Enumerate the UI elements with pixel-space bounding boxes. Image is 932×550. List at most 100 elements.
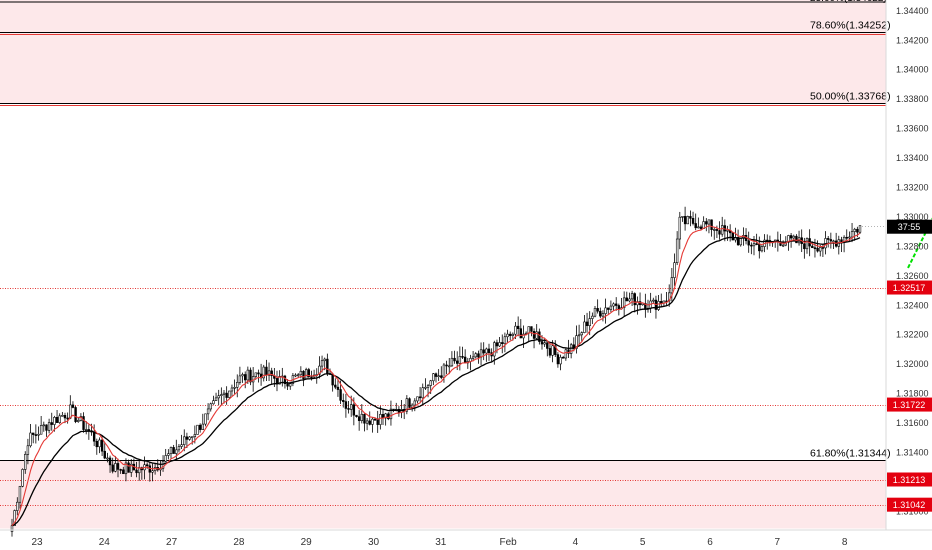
candle-body xyxy=(543,342,546,345)
candle-body xyxy=(228,390,231,398)
candle-body xyxy=(715,229,719,231)
y-tick-label: 1.32800 xyxy=(896,241,929,251)
candle-body xyxy=(21,469,24,487)
candle-body xyxy=(114,463,117,472)
x-tick-label: 31 xyxy=(435,537,447,548)
candle-body xyxy=(66,417,69,420)
candle-body xyxy=(614,303,618,306)
candle-body xyxy=(755,243,758,245)
x-axis[interactable]: 23 24 27 28 29 30 31 Feb 4 5 6 7 8 xyxy=(31,537,847,548)
candle-body xyxy=(177,446,181,451)
x-tick-label: 8 xyxy=(842,537,848,548)
candle-body xyxy=(265,366,268,376)
y-tick-label: 1.32200 xyxy=(896,330,929,340)
candle-body xyxy=(760,246,764,252)
candle-body xyxy=(591,315,594,319)
candle-body xyxy=(593,308,597,317)
candle-body xyxy=(429,380,432,386)
candle-body xyxy=(747,240,750,246)
candle-body xyxy=(609,305,613,310)
candle-body xyxy=(850,231,854,238)
candle-body xyxy=(448,365,451,368)
candle-body xyxy=(164,455,167,462)
candle-body xyxy=(39,425,43,435)
y-tick-label: 1.31600 xyxy=(896,418,929,428)
candle-body xyxy=(792,235,795,239)
candle-body xyxy=(204,413,207,425)
candle-body xyxy=(18,485,22,503)
candle-body xyxy=(283,375,287,384)
candle-body xyxy=(424,386,427,389)
candle-body xyxy=(689,216,692,219)
candle-body xyxy=(175,449,178,454)
candle-body xyxy=(167,453,170,456)
x-tick-label: 28 xyxy=(233,537,245,548)
candle-body xyxy=(736,237,740,246)
current-price-tag xyxy=(887,219,932,234)
candle-body xyxy=(389,408,393,420)
y-tick-label: 1.32000 xyxy=(896,359,929,369)
candle-body xyxy=(254,372,257,377)
candle-body xyxy=(74,407,77,422)
candle-body xyxy=(416,396,419,402)
y-tick-label: 1.34200 xyxy=(896,35,929,45)
candle-body xyxy=(198,424,202,430)
candle-body xyxy=(829,239,833,242)
candle-body xyxy=(795,235,798,244)
price-tag-label: 1.31042 xyxy=(893,500,926,510)
candle-body xyxy=(238,375,242,383)
candle-body xyxy=(95,440,99,448)
candle-body xyxy=(225,392,228,398)
candle-body xyxy=(26,445,30,455)
candle-body xyxy=(856,228,859,233)
candle-body xyxy=(805,238,809,250)
y-tick-label: 1.33200 xyxy=(896,182,929,192)
candle-body xyxy=(599,310,602,317)
candle-body xyxy=(236,382,239,388)
candle-body xyxy=(442,364,446,378)
y-tick-label: 1.33000 xyxy=(896,212,929,222)
candle-body xyxy=(845,236,848,239)
candle-body xyxy=(511,333,515,336)
x-tick-label: Feb xyxy=(499,537,517,548)
x-tick-label: 30 xyxy=(368,537,380,548)
candle-body xyxy=(508,333,512,336)
candle-body xyxy=(63,415,67,419)
candle-body xyxy=(45,424,48,431)
fib-label: 50.00%(1.33768) xyxy=(810,91,891,103)
candle-body xyxy=(191,436,194,438)
candle-body xyxy=(758,243,761,252)
candle-body xyxy=(379,414,382,425)
candle-body xyxy=(612,303,615,307)
candle-body xyxy=(516,325,520,329)
candle-body xyxy=(832,240,835,243)
candle-body xyxy=(267,370,271,376)
x-tick-label: 29 xyxy=(301,537,313,548)
candle-body xyxy=(336,386,340,390)
candle-body xyxy=(230,387,234,392)
candle-body xyxy=(426,385,430,388)
candle-body xyxy=(617,305,621,310)
candle-body xyxy=(789,235,793,239)
candle-body xyxy=(559,356,562,365)
candle-body xyxy=(278,376,281,385)
candle-body xyxy=(119,469,122,471)
candle-body xyxy=(588,318,591,326)
candle-body xyxy=(691,217,695,224)
candle-body xyxy=(103,450,106,459)
candle-body xyxy=(50,422,53,425)
candle-body xyxy=(339,389,342,401)
candle-body xyxy=(482,349,485,354)
candle-body xyxy=(365,420,369,424)
candle-body xyxy=(111,464,114,472)
fib-label: 61.80%(1.31344) xyxy=(810,448,891,460)
candle-body xyxy=(546,342,549,349)
candle-body xyxy=(135,469,138,474)
candle-body xyxy=(540,341,544,345)
candle-body xyxy=(304,369,308,380)
candle-body xyxy=(660,301,663,304)
y-tick-label: 1.34400 xyxy=(896,6,929,16)
candle-body xyxy=(349,404,353,410)
candle-body xyxy=(607,307,610,310)
axis-price-tags: 1.32517 1.31722 1.31213 1.31042 37:55 xyxy=(862,219,932,512)
